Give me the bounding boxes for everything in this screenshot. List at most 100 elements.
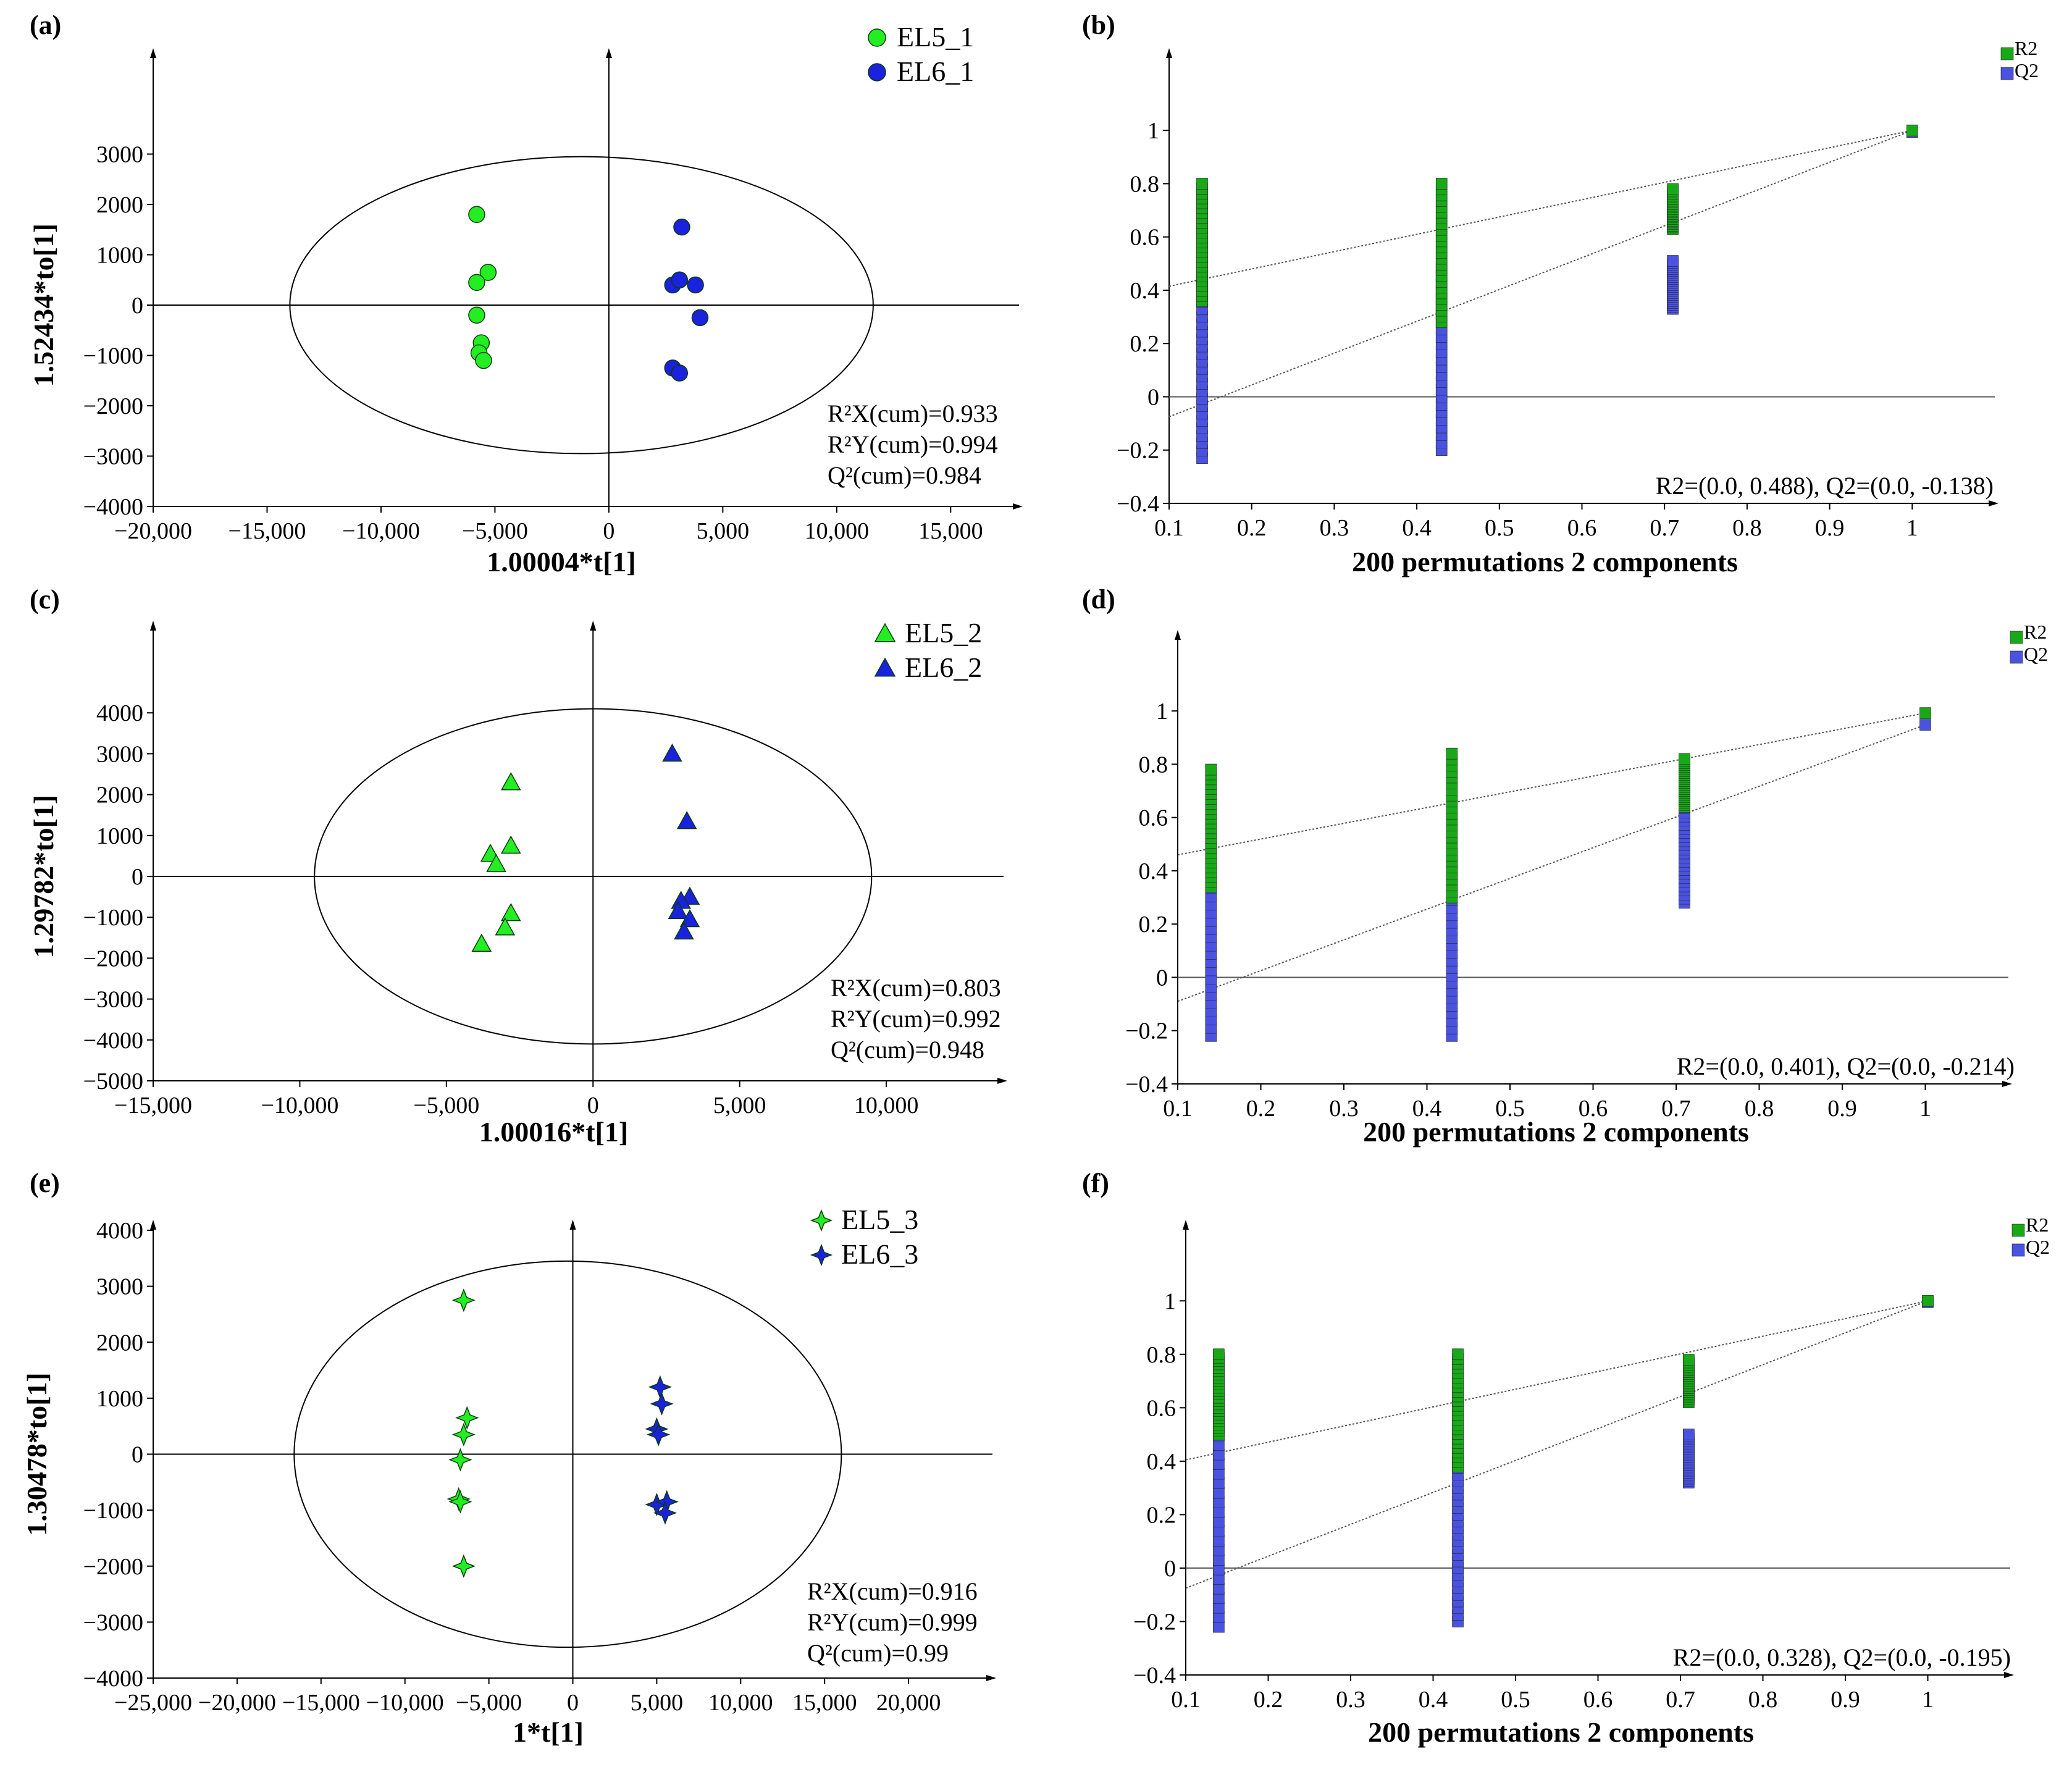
panel-label: (f) bbox=[1082, 1168, 1109, 1198]
y-tick-label: 0.6 bbox=[1147, 1395, 1177, 1421]
legend-swatch-q2 bbox=[2000, 67, 2014, 80]
y-tick-label: 3000 bbox=[96, 741, 143, 767]
y-tick-label: −0.4 bbox=[1117, 491, 1159, 517]
y-tick-label: 0.8 bbox=[1130, 171, 1160, 197]
r2-permutation-column bbox=[1196, 178, 1208, 307]
y-tick-label: −2000 bbox=[83, 393, 143, 419]
x-tick-label: 0.8 bbox=[1745, 1096, 1774, 1122]
x-tick-label: 0.5 bbox=[1485, 515, 1514, 541]
y-tick-label: 0.4 bbox=[1139, 858, 1168, 884]
legend-swatch-q2 bbox=[2010, 650, 2023, 664]
y-tick-label: 3000 bbox=[96, 142, 143, 168]
series-EL5_2 bbox=[471, 772, 521, 952]
x-tick-label: −10,000 bbox=[366, 1690, 444, 1716]
permutation-point bbox=[1446, 747, 1458, 760]
r2-permutation-column bbox=[1213, 1348, 1225, 1440]
y-tick-label: 4000 bbox=[96, 1218, 143, 1244]
y-tick-label: 0 bbox=[132, 293, 143, 319]
legend-marker bbox=[874, 623, 896, 642]
y-tick-label: −4000 bbox=[83, 494, 143, 520]
data-point bbox=[648, 1375, 672, 1399]
x-tick-label: −10,000 bbox=[342, 518, 420, 544]
data-point bbox=[674, 921, 694, 940]
legend-label: EL6_2 bbox=[905, 652, 982, 683]
y-tick-label: 0 bbox=[1147, 384, 1159, 410]
score-plot-e: (e) −4000 −3000 −2000 −1000 0 1000 2000 3000 4000… bbox=[21, 1168, 996, 1748]
x-tick-label: 0.7 bbox=[1666, 1687, 1695, 1713]
legend-label-r2: R2 bbox=[2024, 621, 2047, 643]
x-tick-label: 0.8 bbox=[1748, 1687, 1778, 1713]
y-tick-label: 1000 bbox=[96, 1386, 143, 1412]
axis-arrow-right bbox=[1989, 500, 1999, 506]
x-tick-label: 0.1 bbox=[1154, 515, 1184, 541]
x-tick-label: −5,000 bbox=[413, 1093, 479, 1119]
y-tick-label: 0 bbox=[1156, 965, 1168, 991]
model-statistic: Q²(cum)=0.948 bbox=[831, 1036, 984, 1064]
r2-original-point bbox=[1919, 707, 1931, 719]
axis-arrow-up bbox=[150, 621, 156, 631]
r2-original-point bbox=[1906, 124, 1918, 136]
x-tick-label: 10,000 bbox=[708, 1690, 773, 1716]
permutation-point bbox=[1679, 753, 1690, 765]
x-tick-label: 0 bbox=[603, 518, 614, 544]
y-tick-label: 1000 bbox=[96, 243, 143, 269]
x-tick-label: −5,000 bbox=[456, 1690, 522, 1716]
y-tick-label: 0.6 bbox=[1130, 225, 1160, 251]
q2-regression-line bbox=[1185, 1300, 1928, 1589]
x-tick-label: 10,000 bbox=[854, 1093, 919, 1119]
legend-marker bbox=[868, 63, 886, 82]
x-tick-label: 0.8 bbox=[1732, 515, 1762, 541]
y-tick-label: 4000 bbox=[96, 700, 143, 726]
data-point bbox=[468, 274, 485, 292]
x-tick-label: −25,000 bbox=[114, 1690, 192, 1716]
r2-regression-line bbox=[1168, 130, 1913, 287]
x-tick-label: 0.6 bbox=[1579, 1096, 1608, 1122]
legend-swatch-q2 bbox=[2011, 1243, 2025, 1257]
series-EL5_1 bbox=[468, 206, 497, 369]
permutation-point bbox=[1683, 1429, 1695, 1440]
q2-permutation-column bbox=[1667, 255, 1679, 315]
data-point bbox=[448, 1448, 472, 1472]
y-tick-label: 0.2 bbox=[1130, 331, 1160, 357]
intercept-summary: R2=(0.0, 0.328), Q2=(0.0, -0.195) bbox=[1673, 1643, 2011, 1671]
y-axis-title: 1.30478*to[1] bbox=[21, 1372, 52, 1535]
x-tick-label: 0.3 bbox=[1336, 1687, 1365, 1713]
axis-arrow-up bbox=[1175, 630, 1181, 640]
series-EL6_1 bbox=[664, 218, 709, 382]
x-tick-label: 5,000 bbox=[697, 518, 750, 544]
x-tick-label: 0.4 bbox=[1419, 1687, 1448, 1713]
y-tick-label: −0.2 bbox=[1117, 438, 1159, 464]
x-tick-label: 15,000 bbox=[918, 518, 983, 544]
data-point bbox=[495, 917, 516, 936]
panel-label: (b) bbox=[1082, 10, 1115, 40]
data-point bbox=[451, 1422, 476, 1446]
r2-regression-line bbox=[1185, 1300, 1928, 1461]
intercept-summary: R2=(0.0, 0.488), Q2=(0.0, -0.138) bbox=[1656, 472, 1994, 500]
data-point bbox=[501, 903, 521, 921]
r2-permutation-column bbox=[1679, 753, 1690, 813]
legend-label: EL5_3 bbox=[841, 1204, 918, 1235]
panel-label: (a) bbox=[30, 10, 61, 40]
x-tick-label: 10,000 bbox=[805, 518, 870, 544]
x-tick-label: 0.2 bbox=[1237, 515, 1267, 541]
legend-label-q2: Q2 bbox=[2026, 1236, 2050, 1258]
y-tick-label: 2000 bbox=[96, 192, 143, 218]
x-axis-title: 200 permutations 2 components bbox=[1368, 1716, 1754, 1748]
axis-arrow-up bbox=[150, 1220, 156, 1230]
model-statistic: R²Y(cum)=0.992 bbox=[831, 1005, 1001, 1033]
data-point bbox=[451, 1554, 476, 1578]
legend-label-q2: Q2 bbox=[2024, 643, 2048, 665]
x-tick-label: −15,000 bbox=[114, 1093, 192, 1119]
y-tick-label: 0 bbox=[1164, 1556, 1176, 1582]
x-tick-label: 5,000 bbox=[631, 1690, 684, 1716]
r2-original-point bbox=[1922, 1295, 1934, 1307]
data-point bbox=[673, 218, 690, 236]
x-tick-label: 0.7 bbox=[1650, 515, 1679, 541]
legend-label: EL5_1 bbox=[897, 21, 974, 52]
model-statistic: R²X(cum)=0.803 bbox=[831, 974, 1001, 1002]
panel-label: (e) bbox=[30, 1168, 60, 1198]
r2-permutation-column bbox=[1667, 183, 1679, 235]
data-point bbox=[471, 933, 492, 952]
y-tick-label: −2000 bbox=[83, 1554, 143, 1580]
model-statistic: R²X(cum)=0.916 bbox=[807, 1577, 978, 1605]
